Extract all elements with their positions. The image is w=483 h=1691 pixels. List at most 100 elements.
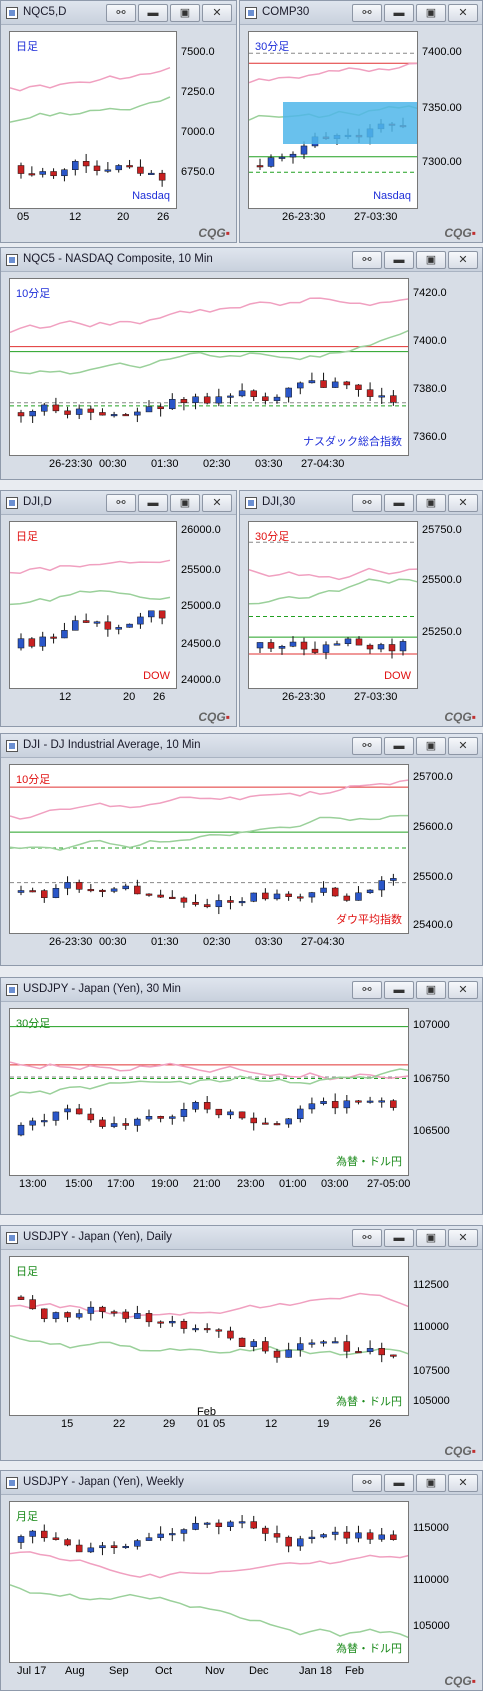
y-tick-label: 25500.0 <box>181 564 221 576</box>
window-icon <box>6 7 18 19</box>
candle <box>145 1313 153 1323</box>
price-chart <box>10 559 171 651</box>
candle <box>331 1531 339 1535</box>
moving-average-line <box>10 1584 408 1639</box>
candle <box>157 894 164 898</box>
x-tick-label: 29 <box>163 1418 176 1430</box>
minimize-button[interactable]: ▬ <box>384 1474 414 1492</box>
cqg-logo: CQG▪ <box>198 226 230 240</box>
y-tick-label: 25750.0 <box>422 524 462 536</box>
close-button[interactable]: ✕ <box>448 981 478 999</box>
candle <box>72 620 79 631</box>
minimize-button[interactable]: ▬ <box>384 494 414 512</box>
y-tick-label: 24500.0 <box>181 638 221 650</box>
x-tick-label: 13:00 <box>19 1178 47 1190</box>
minimize-button[interactable]: ▬ <box>384 981 414 999</box>
candle <box>343 1341 351 1352</box>
chart-plot-area[interactable]: 30分足 DOW <box>248 521 418 689</box>
minimize-button[interactable]: ▬ <box>384 737 414 755</box>
close-button[interactable]: ✕ <box>448 1474 478 1492</box>
maximize-button[interactable]: ▣ <box>416 1229 446 1247</box>
candle <box>390 1534 397 1540</box>
link-button[interactable]: ⚯ <box>352 737 382 755</box>
maximize-button[interactable]: ▣ <box>170 494 200 512</box>
candle <box>122 1123 129 1126</box>
candle <box>145 1537 153 1541</box>
link-button[interactable]: ⚯ <box>106 494 136 512</box>
close-button[interactable]: ✕ <box>448 494 478 512</box>
timeframe-label: 月足 <box>16 1511 38 1523</box>
candle <box>238 1521 246 1524</box>
title-bar[interactable]: COMP30 ⚯ ▬ ▣ ✕ <box>240 1 482 25</box>
candle <box>61 169 68 177</box>
chart-plot-area[interactable]: 30分足 為替・ドル円 <box>9 1008 409 1176</box>
x-tick-label: 26 <box>369 1418 382 1430</box>
x-tick-label: 02:30 <box>203 458 231 470</box>
chart-plot-area[interactable]: 30分足 Nasdaq <box>248 31 418 209</box>
maximize-button[interactable]: ▣ <box>416 251 446 269</box>
link-button[interactable]: ⚯ <box>352 4 382 22</box>
title-bar[interactable]: DJI,D ⚯ ▬ ▣ ✕ <box>1 491 236 515</box>
title-bar[interactable]: NQC5,D ⚯ ▬ ▣ ✕ <box>1 1 236 25</box>
chart-plot-area[interactable]: 10分足 ダウ平均指数 <box>9 764 409 934</box>
window-icon <box>6 1477 18 1489</box>
candle <box>262 396 269 401</box>
link-button[interactable]: ⚯ <box>352 494 382 512</box>
title-bar[interactable]: DJI - DJ Industrial Average, 10 Min ⚯ ▬ … <box>1 734 482 758</box>
link-button[interactable]: ⚯ <box>352 981 382 999</box>
maximize-button[interactable]: ▣ <box>416 1474 446 1492</box>
minimize-button[interactable]: ▬ <box>384 4 414 22</box>
chart-plot-area[interactable]: 日足 DOW <box>9 521 177 689</box>
maximize-button[interactable]: ▣ <box>170 4 200 22</box>
chart-plot-area[interactable]: 10分足 ナスダック総合指数 <box>9 278 409 456</box>
moving-average-line <box>10 1068 408 1097</box>
chart-plot-area[interactable]: 月足 為替・ドル円 <box>9 1501 409 1663</box>
maximize-button[interactable]: ▣ <box>416 737 446 755</box>
title-bar[interactable]: USDJPY - Japan (Yen), Daily ⚯ ▬ ▣ ✕ <box>1 1226 482 1250</box>
minimize-button[interactable]: ▬ <box>138 4 168 22</box>
x-tick-label: 05 <box>17 211 30 223</box>
close-button[interactable]: ✕ <box>448 251 478 269</box>
title-bar[interactable]: NQC5 - NASDAQ Composite, 10 Min ⚯ ▬ ▣ ✕ <box>1 248 482 272</box>
link-button[interactable]: ⚯ <box>106 4 136 22</box>
candle <box>180 897 188 903</box>
title-bar[interactable]: DJI,30 ⚯ ▬ ▣ ✕ <box>240 491 482 515</box>
candle <box>17 1296 25 1300</box>
chart-plot-area[interactable]: 日足 Nasdaq <box>9 31 177 209</box>
close-button[interactable]: ✕ <box>448 4 478 22</box>
minimize-button[interactable]: ▬ <box>384 1229 414 1247</box>
close-button[interactable]: ✕ <box>448 737 478 755</box>
candle <box>87 1113 95 1121</box>
y-tick-label: 7250.0 <box>181 86 215 98</box>
moving-average-line <box>10 1551 408 1579</box>
title-bar[interactable]: USDJPY - Japan (Yen), 30 Min ⚯ ▬ ▣ ✕ <box>1 978 482 1002</box>
maximize-button[interactable]: ▣ <box>416 4 446 22</box>
candle <box>297 382 304 389</box>
minimize-button[interactable]: ▬ <box>138 494 168 512</box>
link-button[interactable]: ⚯ <box>352 251 382 269</box>
link-button[interactable]: ⚯ <box>352 1474 382 1492</box>
candle <box>262 1122 269 1125</box>
link-button[interactable]: ⚯ <box>352 1229 382 1247</box>
maximize-button[interactable]: ▣ <box>416 981 446 999</box>
close-button[interactable]: ✕ <box>448 1229 478 1247</box>
y-tick-label: 115000 <box>413 1522 449 1534</box>
x-tick-label: Aug <box>65 1665 85 1677</box>
chart-plot-area[interactable]: 日足 為替・ドル円 <box>9 1256 409 1416</box>
maximize-button[interactable]: ▣ <box>416 494 446 512</box>
candle <box>388 644 396 652</box>
x-tick-label: Nov <box>205 1665 225 1677</box>
x-tick-label: 22 <box>113 1418 126 1430</box>
candle <box>285 1536 292 1547</box>
x-tick-label: Jan 18 <box>299 1665 333 1677</box>
title-bar[interactable]: USDJPY - Japan (Yen), Weekly ⚯ ▬ ▣ ✕ <box>1 1471 482 1495</box>
close-button[interactable]: ✕ <box>202 494 232 512</box>
candle <box>137 166 144 174</box>
candle <box>203 1328 211 1331</box>
candle <box>126 623 133 628</box>
x-tick-label: 01:30 <box>151 458 179 470</box>
minimize-button[interactable]: ▬ <box>384 251 414 269</box>
x-tick-label: 26-23:30 <box>49 936 93 948</box>
close-button[interactable]: ✕ <box>202 4 232 22</box>
candle <box>41 404 48 412</box>
